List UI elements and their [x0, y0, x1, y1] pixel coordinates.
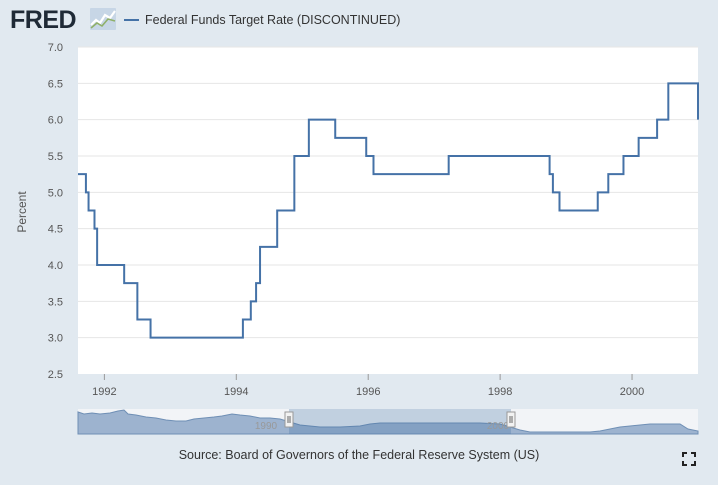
x-tick-label: 1992: [92, 386, 116, 398]
navigator-tick-label: 2000: [487, 421, 510, 432]
chart-header: FRED Federal Funds Target Rate (DISCONTI…: [0, 0, 718, 38]
y-tick-label: 6.0: [48, 115, 63, 127]
x-axis-ticks: 1992 1994 1996 1998 2000: [92, 374, 644, 398]
y-tick-label: 4.0: [48, 260, 63, 272]
y-tick-label: 6.5: [48, 78, 63, 90]
fred-logo-text: FRED: [10, 6, 77, 34]
fred-logo-icon: [90, 8, 116, 30]
y-tick-label: 7.0: [48, 42, 63, 54]
x-tick-label: 2000: [620, 386, 644, 398]
navigator-tick-label: 1990: [255, 421, 278, 432]
y-axis-label: Percent: [15, 191, 29, 233]
y-tick-label: 3.5: [48, 296, 63, 308]
navigator-handle-left[interactable]: [284, 411, 294, 428]
y-axis-ticks: 2.5 3.0 3.5 4.0 4.5 5.0 5.5 6.0 6.5 7.0: [48, 42, 63, 381]
y-tick-label: 2.5: [48, 369, 63, 381]
x-tick-label: 1998: [488, 386, 512, 398]
navigator[interactable]: 1990 2000: [77, 409, 699, 435]
y-tick-label: 4.5: [48, 224, 63, 236]
navigator-selection[interactable]: [289, 409, 511, 434]
fullscreen-icon[interactable]: [682, 452, 696, 466]
y-tick-label: 5.5: [48, 151, 63, 163]
plot-background: [78, 47, 698, 374]
y-tick-label: 3.0: [48, 333, 63, 345]
navigator-handle-right[interactable]: [506, 411, 516, 428]
source-caption: Source: Board of Governors of the Federa…: [178, 448, 540, 462]
series-line: [78, 82, 699, 339]
x-tick-label: 1994: [224, 386, 248, 398]
grid-lines: [78, 46, 698, 339]
x-tick-label: 1996: [356, 386, 380, 398]
navigator-series-area: [77, 409, 699, 435]
fred-logo[interactable]: FRED: [10, 6, 118, 34]
legend-swatch: [124, 19, 139, 21]
legend-label: Federal Funds Target Rate (DISCONTINUED): [145, 13, 401, 27]
y-tick-label: 5.0: [48, 187, 63, 199]
